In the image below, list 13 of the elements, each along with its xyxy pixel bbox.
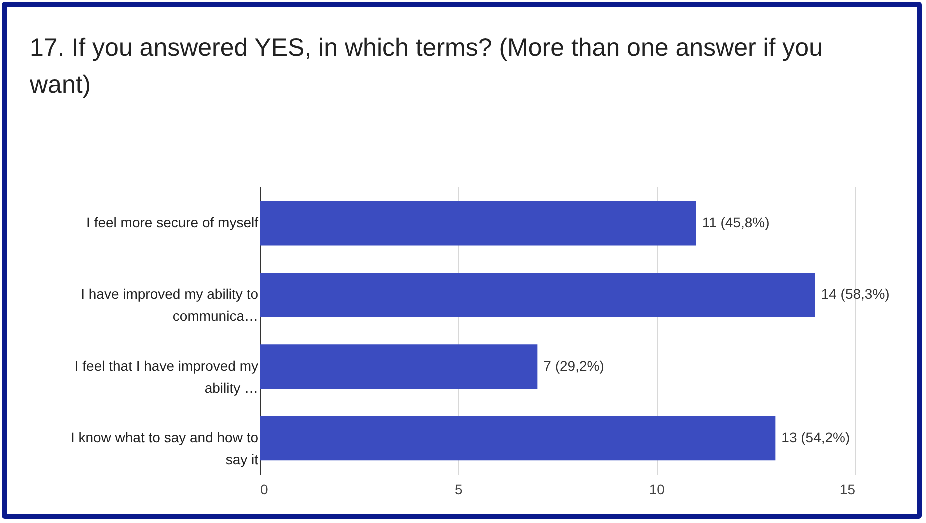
data-label: 11 (45,8%) xyxy=(702,214,770,231)
y-tick-label: I feel more secure of myself xyxy=(86,214,259,231)
chart-title: 17. If you answered YES, in which terms? (More than one answer if you want) xyxy=(30,33,824,101)
data-label: 14 (58,3%) xyxy=(821,286,890,302)
data-label: 13 (54,2%) xyxy=(782,429,850,446)
y-tick-label: I have improved my ability to communica… xyxy=(81,286,259,324)
x-tick-label: 10 xyxy=(649,482,666,498)
x-tick-label: 5 xyxy=(454,482,463,498)
y-tick-label: I know what to say and how to say it xyxy=(70,429,259,468)
y-tick-label: I feel that I have improved my ability … xyxy=(74,358,258,396)
x-tick-label: 15 xyxy=(840,482,856,498)
data-label: 7 (29,2%) xyxy=(544,358,604,374)
x-tick-label: 0 xyxy=(260,482,268,498)
